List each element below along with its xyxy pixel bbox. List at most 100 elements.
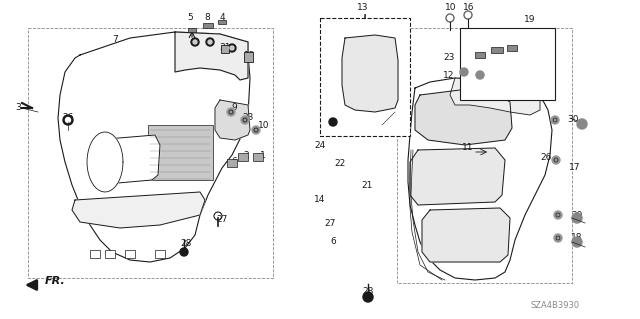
Bar <box>397 28 572 283</box>
Text: 16: 16 <box>463 4 475 12</box>
Circle shape <box>252 126 260 134</box>
Circle shape <box>227 108 235 116</box>
Circle shape <box>230 46 234 50</box>
Text: 28: 28 <box>180 239 192 248</box>
Circle shape <box>180 248 188 256</box>
Bar <box>227 159 237 167</box>
Text: 12: 12 <box>244 50 256 60</box>
Polygon shape <box>58 32 250 262</box>
Text: 8: 8 <box>465 50 471 60</box>
Circle shape <box>551 116 559 124</box>
Text: FR.: FR. <box>45 276 66 286</box>
Text: 17: 17 <box>569 164 580 173</box>
Text: 4: 4 <box>484 48 490 56</box>
Bar <box>148 125 213 180</box>
Circle shape <box>577 119 587 129</box>
Circle shape <box>63 115 73 125</box>
Polygon shape <box>87 132 123 192</box>
Bar <box>218 20 226 24</box>
Text: 26: 26 <box>540 153 552 162</box>
Polygon shape <box>90 135 160 185</box>
Circle shape <box>65 117 70 122</box>
Circle shape <box>554 234 562 242</box>
Bar <box>320 18 410 136</box>
Text: 4: 4 <box>219 12 225 21</box>
Circle shape <box>363 292 373 302</box>
Text: 27: 27 <box>216 214 228 224</box>
Circle shape <box>476 71 484 79</box>
Bar <box>188 28 196 32</box>
Circle shape <box>206 38 214 46</box>
Bar <box>28 28 273 278</box>
Text: 29: 29 <box>572 211 582 219</box>
Text: 14: 14 <box>314 196 326 204</box>
Text: 6: 6 <box>231 158 237 167</box>
Bar <box>253 153 263 161</box>
Polygon shape <box>422 208 510 262</box>
Polygon shape <box>72 192 205 228</box>
Text: 8: 8 <box>204 13 210 23</box>
Text: 21: 21 <box>362 182 372 190</box>
Bar <box>221 45 229 53</box>
Text: 28: 28 <box>362 287 374 296</box>
Circle shape <box>460 68 468 76</box>
Text: 15: 15 <box>376 121 388 130</box>
Text: 7: 7 <box>112 35 118 44</box>
Text: 1: 1 <box>260 151 266 160</box>
Bar <box>475 52 485 58</box>
Text: 31: 31 <box>461 70 473 79</box>
Text: 5: 5 <box>187 13 193 23</box>
Bar <box>238 153 248 161</box>
Text: 10: 10 <box>259 122 269 130</box>
Text: 9: 9 <box>231 103 237 113</box>
Text: 26: 26 <box>62 114 74 122</box>
Text: 11: 11 <box>332 54 344 63</box>
Polygon shape <box>342 35 398 112</box>
Polygon shape <box>410 148 505 205</box>
Text: 6: 6 <box>330 238 336 247</box>
Circle shape <box>191 38 199 46</box>
Bar <box>105 250 115 258</box>
Text: 5: 5 <box>484 76 490 85</box>
Circle shape <box>572 237 582 247</box>
Circle shape <box>193 40 197 44</box>
Text: SZA4B3930: SZA4B3930 <box>531 300 580 309</box>
Text: 31: 31 <box>220 42 231 51</box>
Bar <box>507 45 517 51</box>
Polygon shape <box>408 78 552 280</box>
Text: 13: 13 <box>357 4 369 12</box>
Text: 11: 11 <box>462 144 474 152</box>
Polygon shape <box>175 32 248 80</box>
Text: 22: 22 <box>334 160 346 168</box>
Text: 19: 19 <box>524 16 536 25</box>
Bar <box>244 52 253 62</box>
Text: 3: 3 <box>15 103 21 113</box>
Circle shape <box>241 116 249 124</box>
Bar <box>491 47 503 53</box>
Text: 23: 23 <box>243 114 253 122</box>
Bar <box>155 250 165 258</box>
Text: 30: 30 <box>567 115 579 124</box>
Text: 25: 25 <box>320 121 332 130</box>
Circle shape <box>208 40 212 44</box>
Bar <box>460 28 555 100</box>
Bar <box>90 250 100 258</box>
Polygon shape <box>450 78 540 115</box>
Text: 20: 20 <box>540 78 552 86</box>
Circle shape <box>554 211 562 219</box>
Text: 27: 27 <box>324 219 336 228</box>
Polygon shape <box>415 90 512 145</box>
Text: 12: 12 <box>444 70 454 79</box>
Circle shape <box>228 44 236 52</box>
Text: 23: 23 <box>444 54 454 63</box>
Circle shape <box>552 156 560 164</box>
Circle shape <box>329 118 337 126</box>
Bar <box>203 23 213 28</box>
Text: 2: 2 <box>243 151 249 160</box>
Bar <box>125 250 135 258</box>
Text: 18: 18 <box>572 234 583 242</box>
Circle shape <box>572 213 582 223</box>
Text: 24: 24 <box>314 140 326 150</box>
Text: 10: 10 <box>445 4 457 12</box>
Polygon shape <box>215 100 250 140</box>
